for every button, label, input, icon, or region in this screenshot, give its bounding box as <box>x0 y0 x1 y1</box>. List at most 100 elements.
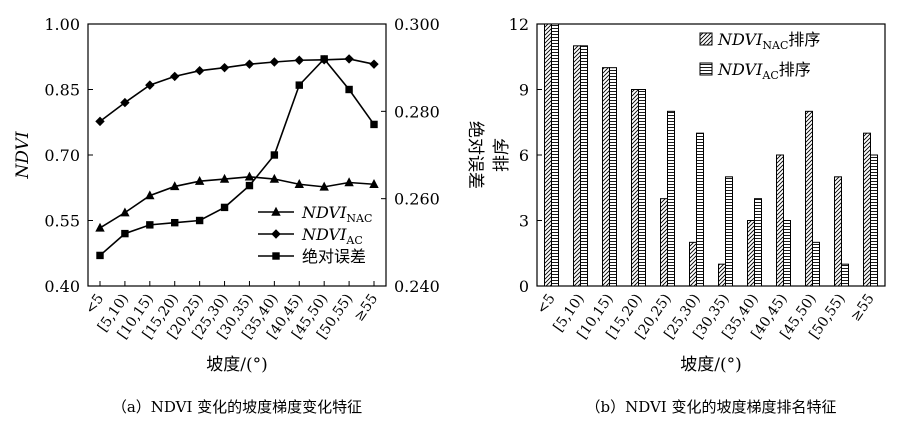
chart-b-legend-label: NDVIAC排序 <box>717 60 811 82</box>
chart-b-bar-series-0 <box>660 198 668 287</box>
chart-a-right-tick-label: 0.280 <box>394 102 440 121</box>
chart-a-series-1-point <box>369 59 379 69</box>
chart-b-bar-series-1 <box>580 45 588 287</box>
chart-a-series-1-point <box>244 59 255 69</box>
chart-a-series-2-point <box>171 218 179 227</box>
chart-a-left-tick-label: 0.55 <box>44 212 80 231</box>
chart-a-series-0-point <box>369 179 379 188</box>
chart-a-series-1-line <box>99 58 375 123</box>
chart-a-series-1-point <box>145 80 155 90</box>
chart-a-legend-marker <box>271 229 281 239</box>
chart-a-legend-label: NDVINAC <box>301 203 372 225</box>
chart-a-left-tick-label: 0.70 <box>44 146 80 165</box>
chart-b-legend: NDVINAC排序 NDVIAC排序 <box>699 30 820 82</box>
chart-a-y-axis-label: NDVI <box>13 131 33 179</box>
chart-a-series-1-point <box>120 97 130 108</box>
chart-a-series-1-point <box>95 116 105 127</box>
chart-a-right-tick-label: 0.300 <box>394 15 440 34</box>
chart-a-series-0-point <box>120 207 130 217</box>
chart-b-bar-series-1 <box>841 263 849 287</box>
chart-a-series-1-point <box>294 55 304 65</box>
chart-a-x-axis-label: 坡度/(°) <box>206 355 268 375</box>
chart-b-left-tick-label: 6 <box>519 146 529 165</box>
chart-a-series-2-point <box>345 85 353 94</box>
chart-b-x-axis-label: 坡度/(°) <box>680 355 742 375</box>
chart-a-series-2-point <box>220 203 229 212</box>
chart-b-bar-series-1 <box>609 67 617 287</box>
chart-a-x-tick-label: ≥55 <box>351 291 381 324</box>
chart-a-series-0-point <box>219 173 230 183</box>
chart-b-bar-series-1 <box>725 176 733 287</box>
chart-a-series-1-point <box>344 54 354 64</box>
chart-b-bar-series-1 <box>551 23 559 287</box>
chart-b-bar-series-0 <box>834 176 842 287</box>
chart-b-bar-series-1 <box>667 110 675 287</box>
chart-b-bar-series-0 <box>631 89 639 287</box>
chart-a-left-tick-label: 0.40 <box>44 277 80 296</box>
chart-b-x-tick-label: ≥55 <box>848 291 878 324</box>
chart-a-series-1-point <box>269 57 280 67</box>
chart-a-series-2-point <box>146 221 154 229</box>
chart-b-legend-label: NDVINAC排序 <box>717 30 820 52</box>
chart-b-bar-series-1 <box>696 132 704 287</box>
chart-b-left-tick-label: 3 <box>519 212 529 231</box>
chart-b-bar-series-1 <box>783 220 791 287</box>
chart-b-bar-series-1 <box>754 198 762 287</box>
chart-a-series-2-point <box>370 120 378 129</box>
chart-a-y2-axis-label: 绝对误差 <box>465 121 485 189</box>
chart-a-series-2-point <box>245 181 254 190</box>
chart-b-x-tick-label: <5 <box>534 291 559 317</box>
chart-a-legend-marker <box>271 206 281 216</box>
chart-b-left-tick-label: 12 <box>509 15 529 34</box>
chart-b-bar-series-0 <box>863 132 871 287</box>
chart-a-legend-marker <box>272 252 280 260</box>
chart-a-legend-label: NDVIAC <box>301 225 363 247</box>
chart-b-bar-series-0 <box>776 154 784 287</box>
chart-a-series-2-point <box>295 81 303 89</box>
chart-a-series-0-point <box>194 176 205 185</box>
chart-a-series-0-point <box>170 181 180 191</box>
chart-b-bar-series-0 <box>602 67 610 287</box>
chart-b-bar-series-1 <box>870 154 878 287</box>
chart-b-bar-series-1 <box>638 89 646 287</box>
chart-b-legend-swatch <box>699 32 713 46</box>
chart-a: 0.40 0.55 0.70 0.85 1.00 0.240 0.260 0.280 0.30… <box>13 15 485 416</box>
chart-a-series-0-point <box>95 222 105 232</box>
chart-a-series-0-point <box>145 190 155 200</box>
chart-a-series-0-point <box>319 181 329 191</box>
chart-b-bar-series-1 <box>812 241 820 287</box>
chart-b-bar-series-0 <box>718 263 726 287</box>
chart-a-series-1-point <box>219 62 230 73</box>
chart-a-series-0-point <box>244 171 255 181</box>
chart-a-caption: （a）NDVI 变化的坡度梯度变化特征 <box>112 398 362 416</box>
chart-b-caption: （b）NDVI 变化的坡度梯度排名特征 <box>585 398 836 416</box>
chart-a-legend-label: 绝对误差 <box>302 247 366 266</box>
chart-b-legend-swatch <box>699 62 713 76</box>
chart-a-left-tick-label: 0.85 <box>44 81 80 100</box>
chart-a-series-1-point <box>170 71 180 82</box>
chart-a-series-2-point <box>195 216 204 225</box>
chart-a-series-2-point <box>320 55 328 63</box>
chart-a-series-2-point <box>96 251 104 260</box>
chart-a-series-1-point <box>194 66 205 76</box>
chart-b-y-axis-label: 排序 <box>492 138 512 172</box>
chart-a-right-tick-label: 0.260 <box>394 190 440 209</box>
chart-a-series-2-point <box>270 151 279 159</box>
chart-b-bar-series-0 <box>573 45 581 287</box>
chart-b-bar-series-0 <box>747 220 755 287</box>
chart-b-bar-series-0 <box>805 110 813 287</box>
chart-b-left-tick-label: 9 <box>519 81 529 100</box>
chart-a-series-0-point <box>344 177 354 187</box>
chart-b-left-tick-label: 0 <box>519 277 529 296</box>
chart-a-left-tick-label: 1.00 <box>44 15 80 34</box>
chart-b-bar-series-0 <box>544 23 552 287</box>
chart-a-series-0-point <box>269 173 280 183</box>
chart-a-series-2-line <box>99 57 375 257</box>
chart-a-series-0-point <box>294 179 304 188</box>
chart-b-bar-series-0 <box>689 241 697 287</box>
chart-a-right-tick-label: 0.240 <box>394 277 440 296</box>
chart-a-series-2-point <box>121 229 129 238</box>
